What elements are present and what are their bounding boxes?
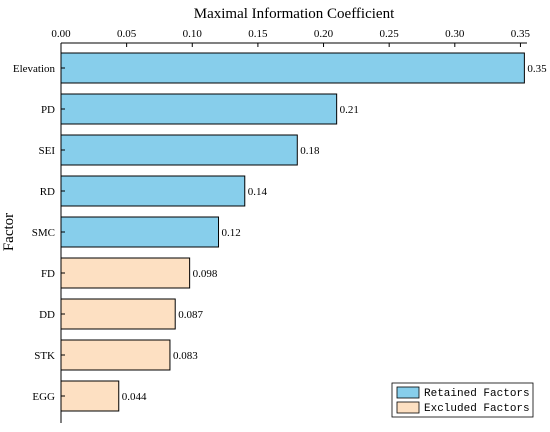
bars bbox=[60, 52, 525, 412]
data-label: 0.21 bbox=[340, 104, 359, 116]
bar bbox=[60, 93, 338, 125]
x-axis-title: Maximal Information Coefficient bbox=[194, 6, 395, 22]
category-labels: Elevation PD SEI RD SMC FD DD STK EGG bbox=[13, 63, 65, 403]
category-label: RD bbox=[40, 186, 55, 198]
legend-label-retained: Retained Factors bbox=[424, 388, 530, 400]
bar bbox=[60, 52, 525, 84]
data-label: 0.087 bbox=[178, 309, 203, 321]
data-label: 0.14 bbox=[248, 186, 268, 198]
x-tick-label: 0.15 bbox=[248, 28, 268, 40]
x-tick-label: 0.35 bbox=[511, 28, 531, 40]
x-tick-label: 0.10 bbox=[183, 28, 203, 40]
x-tick-label: 0.00 bbox=[51, 28, 71, 40]
data-label: 0.083 bbox=[173, 350, 198, 362]
data-labels: 0.35 0.21 0.18 0.14 0.12 0.098 0.087 0.083 0.044 bbox=[122, 63, 547, 403]
x-tick-label: 0.30 bbox=[445, 28, 465, 40]
data-label: 0.18 bbox=[300, 145, 320, 157]
bar bbox=[60, 298, 176, 330]
category-label: PD bbox=[41, 104, 55, 116]
bar bbox=[60, 339, 171, 371]
x-tick-label: 0.20 bbox=[314, 28, 334, 40]
data-label: 0.098 bbox=[193, 268, 218, 280]
category-label: SMC bbox=[32, 227, 55, 239]
legend-label-excluded: Excluded Factors bbox=[424, 403, 530, 415]
x-axis-ticks: 0.00 0.05 0.10 0.15 0.20 0.25 0.30 0.35 bbox=[51, 28, 531, 47]
bar bbox=[60, 216, 220, 248]
legend-swatch-excluded bbox=[396, 401, 420, 414]
category-label: Elevation bbox=[13, 63, 56, 75]
legend: Retained Factors Excluded Factors bbox=[391, 382, 534, 418]
data-label: 0.044 bbox=[122, 391, 147, 403]
bar bbox=[60, 380, 120, 412]
bar bbox=[60, 134, 298, 166]
category-label: DD bbox=[39, 309, 55, 321]
category-label: STK bbox=[34, 350, 55, 362]
category-label: EGG bbox=[32, 391, 55, 403]
bar bbox=[60, 257, 191, 289]
legend-swatch-retained bbox=[396, 386, 420, 399]
x-tick-label: 0.05 bbox=[117, 28, 137, 40]
data-label: 0.12 bbox=[222, 227, 241, 239]
bar bbox=[60, 175, 246, 207]
category-label: FD bbox=[41, 268, 55, 280]
category-label: SEI bbox=[39, 145, 56, 157]
data-label: 0.35 bbox=[527, 63, 547, 75]
x-tick-label: 0.25 bbox=[380, 28, 400, 40]
y-axis-title: Factor bbox=[1, 213, 17, 251]
